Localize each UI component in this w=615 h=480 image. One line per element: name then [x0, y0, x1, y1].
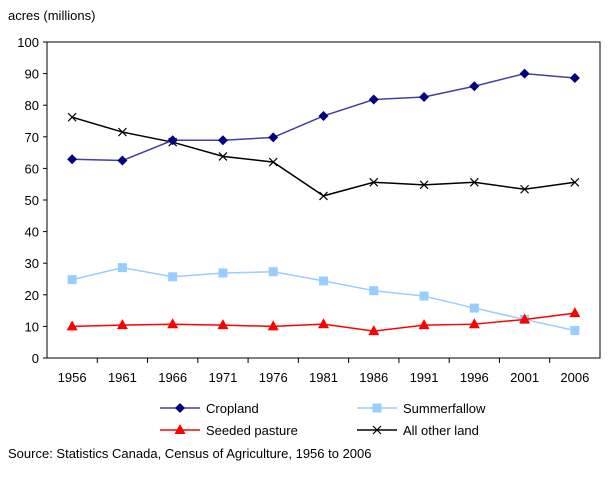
all-other-land-point — [319, 191, 328, 201]
source-note: Source: Statistics Canada, Census of Agr… — [8, 446, 372, 461]
seeded-pasture-point — [318, 318, 329, 329]
y-tick-label: 40 — [25, 225, 39, 240]
summerfallow-point — [168, 272, 178, 282]
seeded-pasture-point — [519, 313, 531, 324]
legend-marker-summerfallow — [372, 403, 382, 413]
seeded-pasture-point — [368, 325, 380, 336]
summerfallow-point — [67, 275, 77, 285]
legend-label-cropland: Cropland — [206, 401, 259, 416]
cropland-point — [67, 154, 78, 165]
summerfallow-point — [469, 303, 479, 313]
y-tick-label: 70 — [25, 130, 39, 145]
cropland-point — [469, 81, 480, 92]
legend-label-seeded-pasture: Seeded pasture — [206, 423, 298, 438]
x-tick-label: 1986 — [359, 370, 388, 385]
cropland-point — [217, 135, 228, 146]
seeded-pasture-point — [267, 320, 279, 331]
all-other-land-line — [71, 116, 575, 197]
seeded-pasture-point — [468, 318, 480, 329]
x-tick-label: 1976 — [259, 370, 288, 385]
plot-frame — [46, 41, 601, 359]
all-other-land-point — [268, 157, 278, 167]
x-marker-stroke — [369, 177, 379, 187]
all-other-land-point — [419, 180, 429, 190]
all-other-land-point — [570, 177, 580, 187]
seeded-pasture-point — [167, 318, 179, 329]
summerfallow-point — [218, 268, 228, 278]
seeded-pasture-point — [418, 319, 430, 330]
y-tick-label: 50 — [25, 193, 39, 208]
cropland-point — [368, 94, 379, 105]
x-marker-stroke — [218, 151, 228, 161]
x-tick-label: 2006 — [560, 370, 589, 385]
seeded-pasture-point — [66, 320, 78, 331]
y-tick-label: 100 — [17, 35, 39, 50]
y-axis-label: acres (millions) — [8, 8, 96, 23]
x-marker-stroke — [469, 177, 479, 187]
x-tick-label: 1966 — [158, 370, 187, 385]
summerfallow-point — [369, 286, 379, 296]
x-tick-label: 1971 — [208, 370, 237, 385]
seeded-pasture-point — [217, 319, 229, 330]
x-marker-stroke — [419, 180, 429, 190]
summerfallow-point — [268, 267, 278, 277]
x-tick-label: 1996 — [460, 370, 489, 385]
cropland-point — [167, 135, 178, 146]
x-tick-label: 1991 — [410, 370, 439, 385]
x-tick-label: 1981 — [309, 370, 338, 385]
legend-label-summerfallow: Summerfallow — [403, 401, 486, 416]
summerfallow-point — [319, 276, 328, 286]
summerfallow-point — [570, 326, 580, 336]
legend-label-all-other-land: All other land — [403, 423, 479, 438]
seeded-pasture-point — [569, 307, 581, 318]
cropland-point — [318, 110, 329, 121]
cropland-point — [419, 91, 430, 102]
summerfallow-point — [419, 291, 429, 301]
cropland-point — [268, 132, 279, 143]
y-tick-label: 90 — [25, 67, 39, 82]
x-tick-label: 2001 — [510, 370, 539, 385]
x-marker-stroke — [570, 177, 580, 187]
all-other-land-point — [67, 112, 77, 122]
legend-marker-all-other-land — [372, 425, 382, 435]
all-other-land-point — [369, 177, 379, 187]
cropland-point — [117, 155, 128, 166]
x-marker-stroke — [319, 191, 328, 201]
y-tick-label: 20 — [25, 288, 39, 303]
x-marker-stroke — [268, 157, 278, 167]
x-marker-stroke — [372, 425, 382, 435]
y-tick-label: 30 — [25, 256, 39, 271]
y-tick-label: 0 — [32, 351, 39, 366]
legend-marker-cropland — [175, 403, 185, 413]
x-tick-label: 1961 — [108, 370, 137, 385]
summerfallow-point — [117, 263, 127, 273]
y-tick-label: 80 — [25, 98, 39, 113]
all-other-land-point — [520, 184, 530, 194]
x-tick-label: 1956 — [58, 370, 87, 385]
y-tick-label: 60 — [25, 161, 39, 176]
x-marker-stroke — [117, 127, 127, 137]
legend-marker-seeded-pasture — [174, 424, 186, 434]
all-other-land-point — [117, 127, 127, 137]
all-other-land-point — [218, 151, 228, 161]
cropland-point — [569, 73, 580, 84]
cropland-point — [519, 68, 530, 79]
all-other-land-point — [469, 177, 479, 187]
x-marker-stroke — [520, 184, 530, 194]
x-marker-stroke — [67, 112, 77, 122]
y-tick-label: 10 — [25, 319, 39, 334]
seeded-pasture-point — [116, 319, 128, 330]
